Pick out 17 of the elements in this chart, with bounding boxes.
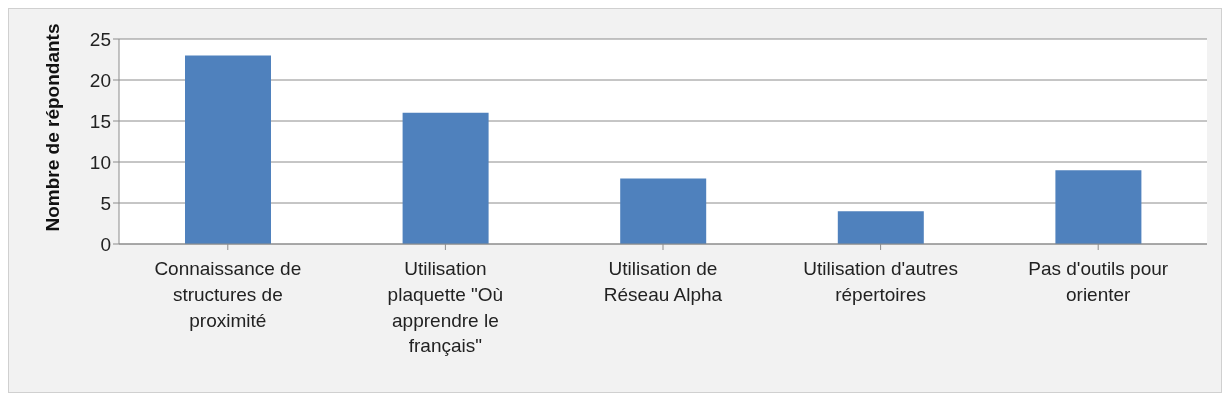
bar [837,211,924,244]
x-tick-label: Connaissance de structures de proximité [154,258,302,331]
bar [185,55,271,244]
y-tick-label: 15 [89,110,111,132]
y-tick-label: 20 [89,69,111,91]
x-tick-label: Utilisation d'autres répertoires [803,258,958,305]
bar [1055,170,1142,244]
x-tick-label: Utilisation plaquette "Où apprendre le français" [387,258,504,357]
y-tick-label: 5 [100,192,111,214]
bar [402,112,489,244]
bar [620,178,707,244]
x-tick-label: Utilisation de Réseau Alpha [603,258,723,305]
y-tick-label: 10 [89,151,111,173]
y-tick-label: 0 [100,233,111,255]
y-axis-title: Nombre de répondants [41,23,63,232]
y-tick-label: 25 [89,28,111,50]
x-tick-label: Pas d'outils pour orienter [1028,258,1169,305]
